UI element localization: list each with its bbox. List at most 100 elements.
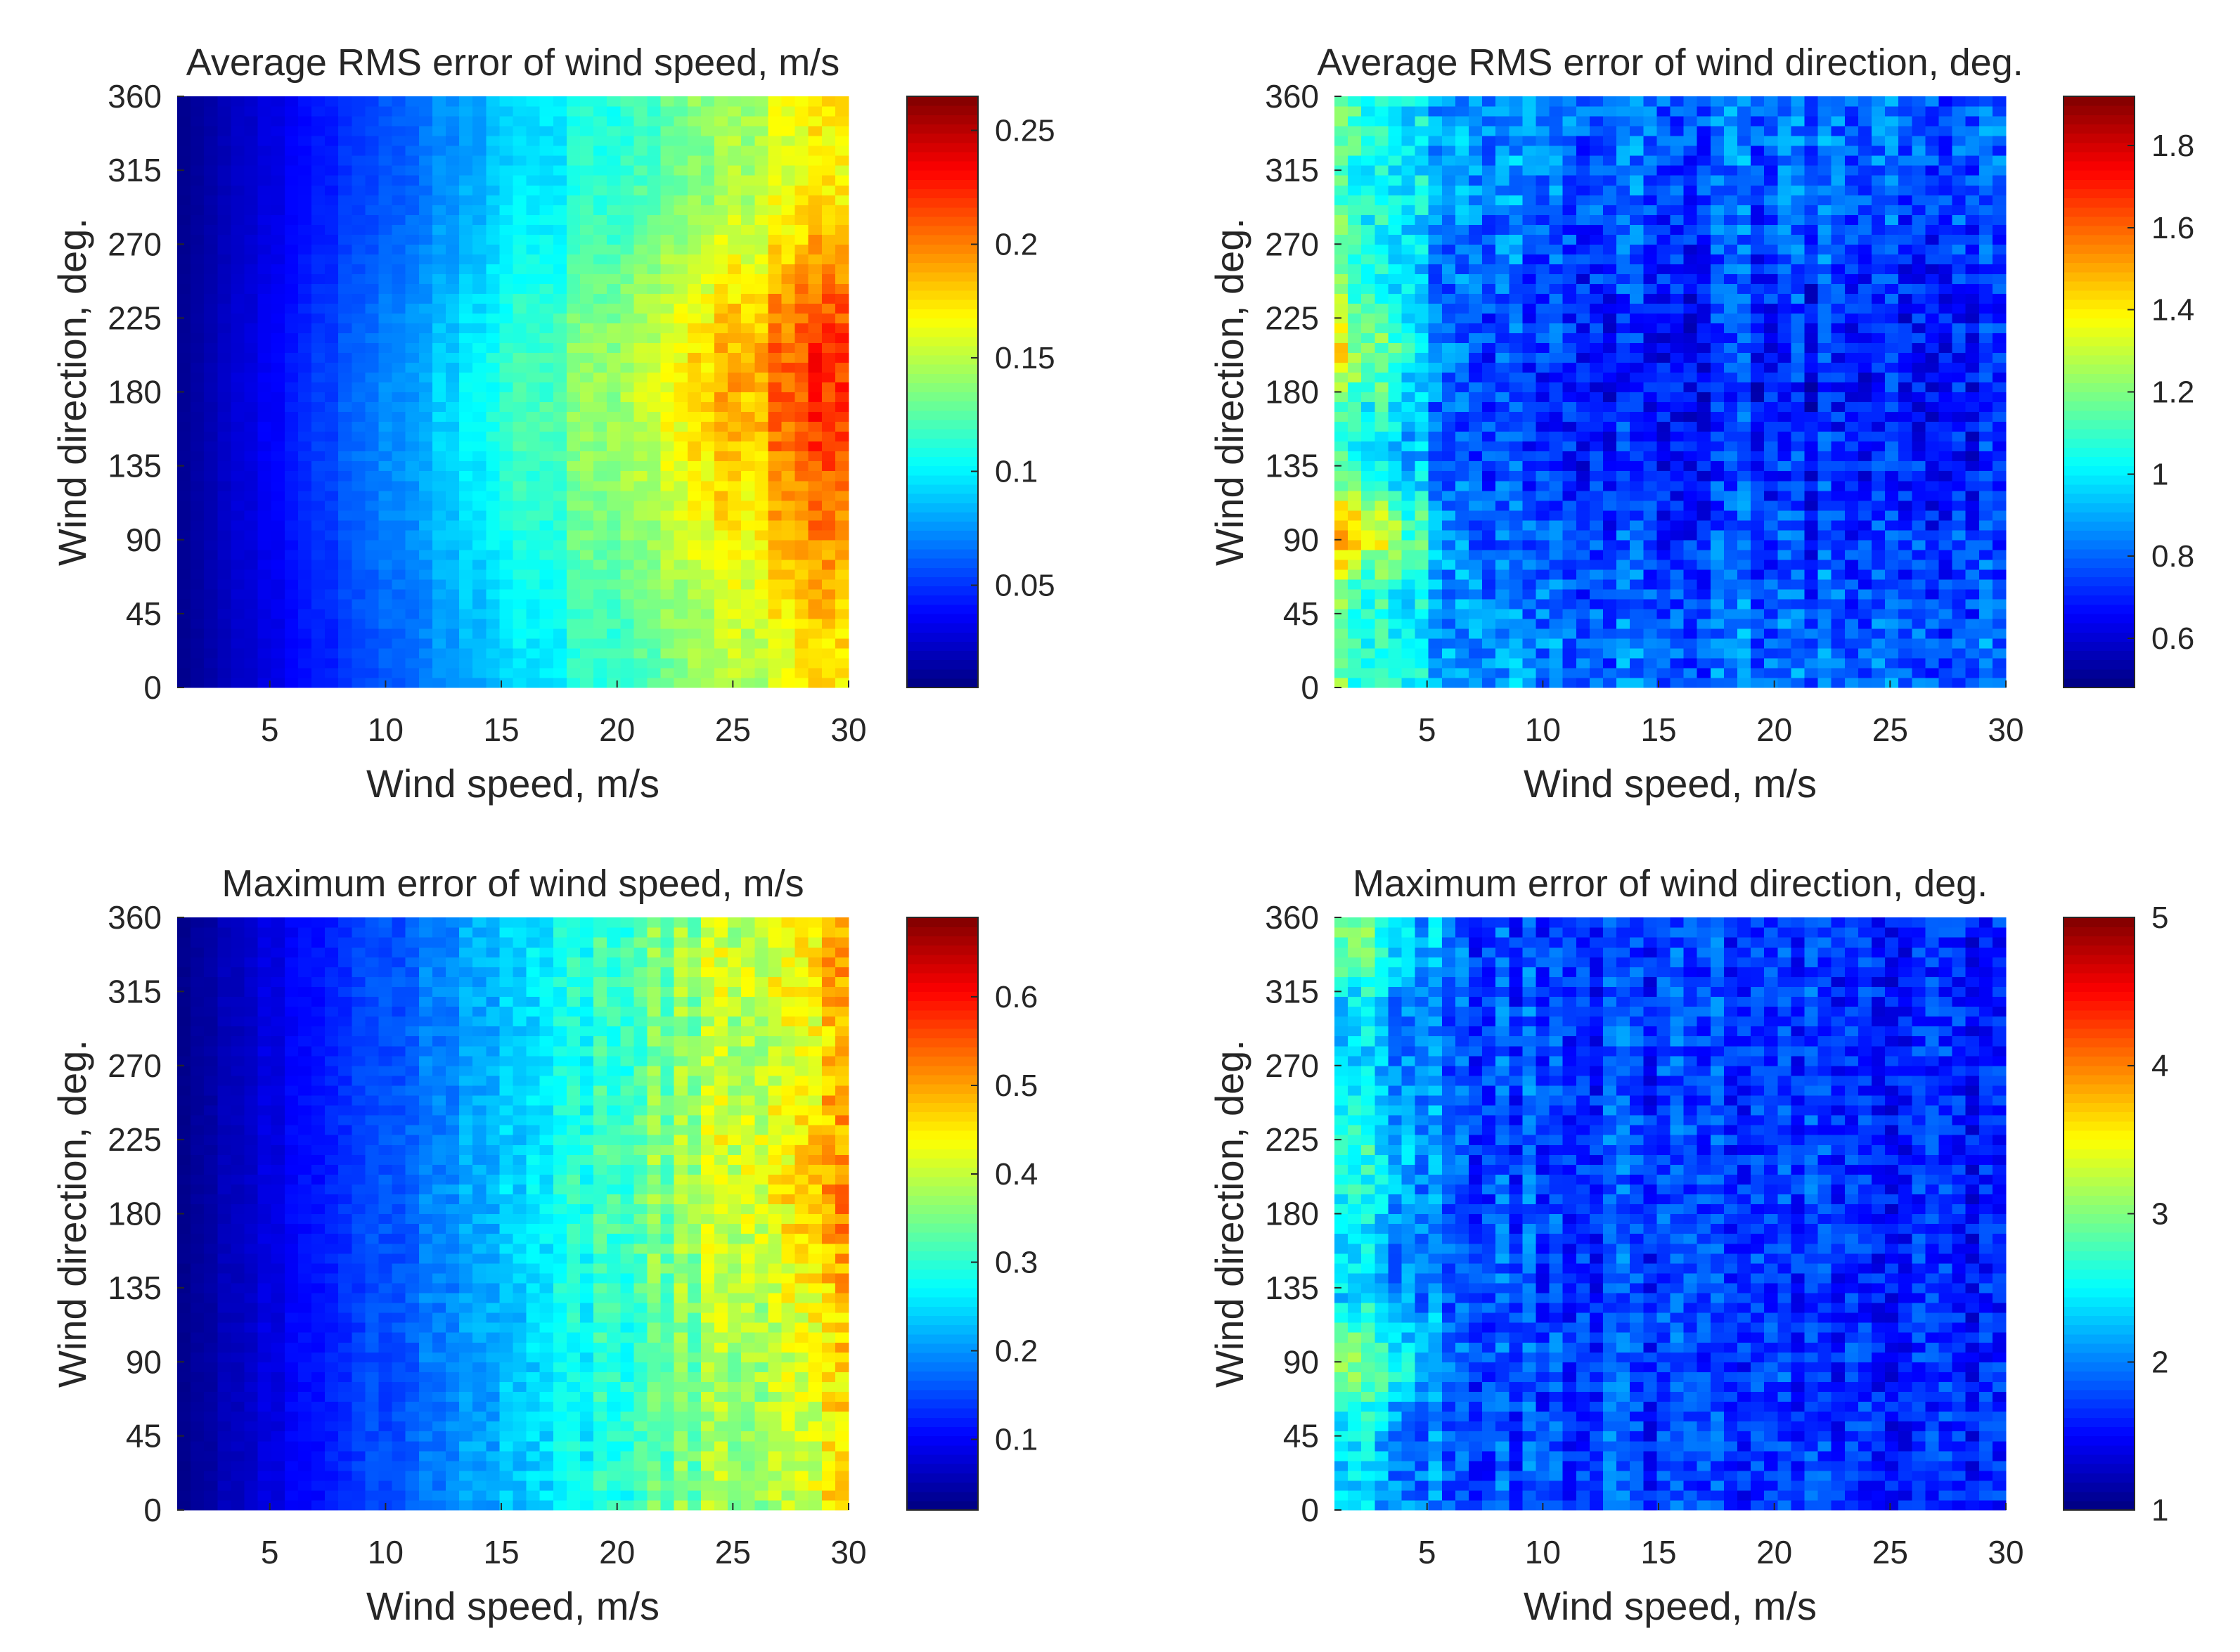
heatmap-cell <box>1616 667 1630 678</box>
heatmap-cell <box>607 579 621 590</box>
heatmap-cell <box>1710 529 1725 541</box>
heatmap-cell <box>432 431 446 442</box>
heatmap-cell <box>1495 421 1510 432</box>
heatmap-cell <box>768 608 783 619</box>
heatmap-cell <box>459 352 473 363</box>
heatmap-cell <box>553 421 567 432</box>
heatmap-cell <box>338 490 352 501</box>
heatmap-cell <box>284 539 299 550</box>
heatmap-cell <box>1603 362 1617 373</box>
heatmap-cell <box>768 588 783 600</box>
heatmap-cell <box>633 539 648 550</box>
heatmap-cell <box>714 608 728 619</box>
heatmap-cell <box>271 618 285 629</box>
heatmap-cell <box>472 313 487 323</box>
heatmap-cell <box>821 185 836 195</box>
heatmap-cell <box>1334 195 1348 205</box>
heatmap-cell <box>1562 421 1577 432</box>
heatmap-cell <box>418 146 433 156</box>
heatmap-cell <box>714 500 728 511</box>
heatmap-cell <box>1630 559 1644 570</box>
heatmap-cell <box>1375 313 1389 323</box>
heatmap-cell <box>808 667 823 678</box>
heatmap-cell <box>1589 362 1604 373</box>
heatmap-cell <box>794 205 809 215</box>
heatmap-cell <box>1495 559 1510 570</box>
heatmap-cell <box>1589 500 1604 511</box>
heatmap-cell <box>1751 598 1765 609</box>
heatmap-cell <box>204 195 218 205</box>
heatmap-cell <box>553 293 567 304</box>
heatmap-cell <box>781 392 796 403</box>
x-tick-label: 20 <box>599 711 635 748</box>
heatmap-cell <box>257 175 272 186</box>
heatmap-cell <box>432 451 446 462</box>
heatmap-cell <box>1388 342 1403 354</box>
heatmap-cell <box>593 264 607 274</box>
heatmap-cell <box>1361 598 1375 609</box>
heatmap-cell <box>1401 628 1416 639</box>
heatmap-cell <box>1522 382 1537 393</box>
heatmap-cell <box>1375 451 1389 462</box>
heatmap-cell <box>1482 165 1496 176</box>
heatmap-cell <box>191 520 205 531</box>
heatmap-cell <box>633 559 648 570</box>
heatmap-cell <box>418 657 433 669</box>
heatmap-cell <box>1375 559 1389 570</box>
heatmap-cell <box>781 352 796 363</box>
heatmap-cell <box>271 598 285 609</box>
heatmap-cell <box>1697 333 1711 344</box>
heatmap-cell <box>1616 362 1630 373</box>
heatmap-cell <box>714 539 728 550</box>
heatmap-cell <box>472 628 487 639</box>
heatmap-cell <box>821 431 836 442</box>
heatmap-cell <box>781 667 796 678</box>
heatmap-cell <box>1737 293 1751 304</box>
heatmap-cell <box>1643 510 1657 521</box>
heatmap-cell <box>486 618 500 629</box>
heatmap-cell <box>714 352 728 363</box>
heatmap-cell <box>821 480 836 491</box>
heatmap-cell <box>378 480 393 491</box>
heatmap-cell <box>1334 293 1348 304</box>
heatmap-cell <box>835 195 849 205</box>
heatmap-cell <box>338 195 352 205</box>
heatmap-cell <box>728 628 742 639</box>
heatmap-cell <box>1656 116 1671 127</box>
heatmap-cell <box>781 146 796 156</box>
heatmap-cell <box>405 126 420 136</box>
heatmap-cell <box>1509 146 1523 156</box>
heatmap-cell <box>231 392 245 403</box>
heatmap-cell <box>633 657 648 669</box>
heatmap-cell <box>459 362 473 373</box>
heatmap-cell <box>660 234 675 245</box>
heatmap-cell <box>365 559 380 570</box>
heatmap-cell <box>620 638 634 649</box>
heatmap-cell <box>405 421 420 432</box>
y-tick-label: 360 <box>108 78 162 115</box>
heatmap-cell <box>526 638 541 649</box>
heatmap-cell <box>459 569 473 580</box>
heatmap-cell <box>1656 126 1671 136</box>
heatmap-cell <box>1441 411 1456 422</box>
heatmap-cell <box>191 214 205 225</box>
heatmap-cell <box>1388 96 1403 107</box>
heatmap-cell <box>781 470 796 482</box>
heatmap-cell <box>1428 480 1443 491</box>
heatmap-cell <box>593 588 607 600</box>
heatmap-cell <box>1522 254 1537 264</box>
heatmap-cell <box>405 254 420 264</box>
heatmap-cell <box>1576 638 1590 649</box>
heatmap-cell <box>297 126 312 136</box>
heatmap-cell <box>1576 608 1590 619</box>
heatmap-cell <box>1643 401 1657 413</box>
heatmap-cell <box>257 254 272 264</box>
heatmap-cell <box>459 293 473 304</box>
heatmap-cell <box>177 677 191 688</box>
colorbar-segment <box>907 429 978 439</box>
heatmap-cell <box>553 431 567 442</box>
heatmap-cell <box>1697 667 1711 678</box>
heatmap-cell <box>1751 510 1765 521</box>
heatmap-cell <box>1415 333 1429 344</box>
heatmap-cell <box>1616 195 1630 205</box>
